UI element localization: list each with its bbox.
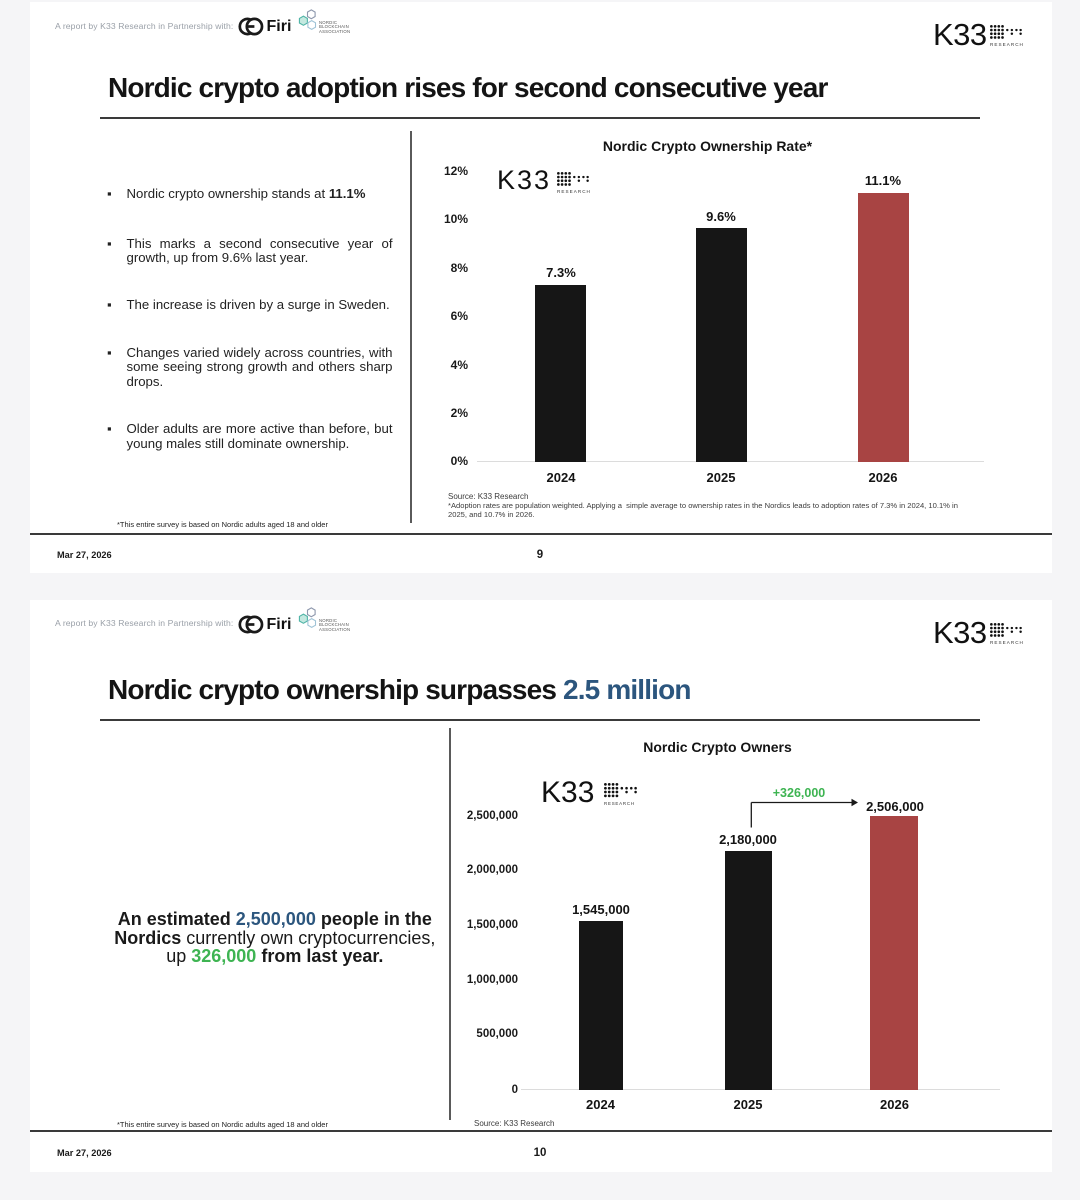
svg-text:ASSOCIATION: ASSOCIATION [319, 29, 350, 34]
svg-text:BLOCKCHAIN: BLOCKCHAIN [319, 24, 349, 29]
svg-text:Firi: Firi [267, 616, 292, 633]
svg-text:ASSOCIATION: ASSOCIATION [319, 626, 350, 631]
svg-text:NORDIC: NORDIC [319, 20, 337, 25]
svg-text:Firi: Firi [267, 18, 292, 35]
svg-text:BLOCKCHAIN: BLOCKCHAIN [319, 622, 349, 627]
svg-text:NORDIC: NORDIC [319, 618, 337, 623]
